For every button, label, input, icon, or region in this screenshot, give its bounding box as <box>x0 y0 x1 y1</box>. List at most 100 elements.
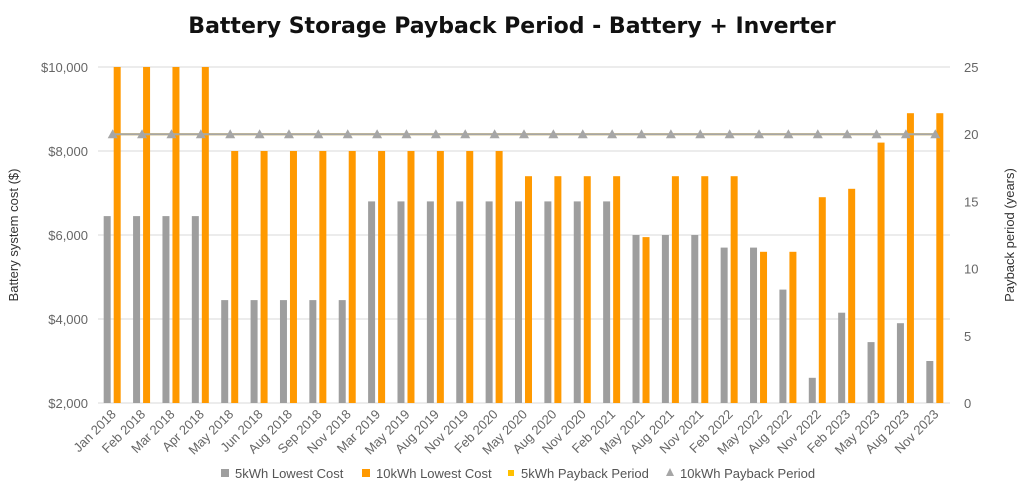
bar-10kwh <box>583 176 591 403</box>
bar-5kwh <box>426 201 434 403</box>
marker-10kwh-payback <box>254 129 265 139</box>
bar-10kwh <box>818 197 826 403</box>
marker-10kwh-payback <box>225 129 236 139</box>
bar-5kwh <box>162 216 170 403</box>
bar-10kwh <box>642 237 650 403</box>
marker-10kwh-payback <box>401 129 412 139</box>
marker-10kwh-payback <box>195 129 206 139</box>
bar-5kwh <box>368 201 376 403</box>
bar-10kwh <box>848 188 856 403</box>
y-tick-label: $2,000 <box>48 396 88 411</box>
bar-5kwh <box>896 323 904 403</box>
marker-10kwh-payback <box>695 129 706 139</box>
bar-10kwh <box>613 176 621 403</box>
marker-10kwh-payback <box>812 129 823 139</box>
bar-10kwh <box>260 151 268 403</box>
legend-label: 10kWh Payback Period <box>680 466 815 481</box>
bar-10kwh <box>143 67 151 403</box>
marker-10kwh-payback <box>665 129 676 139</box>
bar-10kwh <box>231 151 239 403</box>
marker-10kwh-payback <box>519 129 529 139</box>
bar-10kwh <box>789 251 797 403</box>
bar-10kwh <box>289 151 297 403</box>
bar-10kwh <box>319 151 327 403</box>
y2-axis-title: Payback period (years) <box>1002 168 1017 302</box>
bar-5kwh <box>191 216 199 403</box>
bar-10kwh <box>436 151 444 403</box>
bar-10kwh <box>495 151 503 403</box>
marker-10kwh-payback <box>489 129 500 139</box>
bar-5kwh <box>720 247 728 403</box>
legend-label: 10kWh Lowest Cost <box>376 466 492 481</box>
marker-10kwh-payback <box>107 129 118 139</box>
legend-label: 5kWh Lowest Cost <box>235 466 344 481</box>
legend-label: 5kWh Payback Period <box>521 466 649 481</box>
marker-10kwh-payback <box>607 129 618 139</box>
bar-10kwh <box>936 113 944 403</box>
bar-5kwh <box>338 300 346 403</box>
bar-10kwh <box>113 67 121 403</box>
bar-10kwh <box>172 67 180 403</box>
bar-5kwh <box>750 247 758 403</box>
marker-10kwh-payback <box>842 129 853 139</box>
y2-tick-label: 20 <box>964 127 978 142</box>
legend-swatch <box>362 469 370 477</box>
marker-10kwh-payback <box>871 129 882 139</box>
bar-5kwh <box>485 201 493 403</box>
bar-5kwh <box>603 201 611 403</box>
legend-swatch <box>508 470 514 476</box>
bar-10kwh <box>466 151 474 403</box>
marker-10kwh-payback <box>783 129 794 139</box>
marker-10kwh-payback <box>313 129 324 139</box>
marker-10kwh-payback <box>900 129 911 139</box>
legend-swatch <box>666 468 674 476</box>
marker-10kwh-payback <box>930 129 941 139</box>
bar-5kwh <box>515 201 522 403</box>
bar-10kwh <box>201 67 209 403</box>
bar-10kwh <box>378 151 386 403</box>
marker-10kwh-payback <box>460 129 471 139</box>
legend-swatch <box>221 469 229 477</box>
bar-5kwh <box>632 235 640 403</box>
bar-10kwh <box>730 176 738 403</box>
bar-5kwh <box>573 201 581 403</box>
y2-tick-label: 0 <box>964 396 971 411</box>
bar-10kwh <box>407 151 415 403</box>
bar-5kwh <box>544 201 552 403</box>
bar-10kwh <box>760 251 768 403</box>
y-tick-label: $4,000 <box>48 312 88 327</box>
bar-10kwh <box>906 113 914 403</box>
marker-10kwh-payback <box>166 129 177 139</box>
y-tick-label: $6,000 <box>48 228 88 243</box>
bar-10kwh <box>348 151 356 403</box>
y-tick-label: $8,000 <box>48 144 88 159</box>
marker-10kwh-payback <box>283 129 294 139</box>
bar-5kwh <box>867 342 875 403</box>
bar-5kwh <box>309 300 317 403</box>
bar-5kwh <box>250 300 258 403</box>
y2-tick-label: 10 <box>964 262 978 277</box>
bar-10kwh <box>525 176 532 403</box>
chart-title: Battery Storage Payback Period - Battery… <box>188 14 836 39</box>
bar-5kwh <box>808 377 816 403</box>
bar-5kwh <box>926 361 934 403</box>
bar-5kwh <box>221 300 229 403</box>
bar-5kwh <box>397 201 405 403</box>
y2-tick-label: 5 <box>964 329 971 344</box>
y2-tick-label: 15 <box>964 194 978 209</box>
y2-tick-label: 25 <box>964 60 978 75</box>
marker-10kwh-payback <box>430 129 441 139</box>
marker-10kwh-payback <box>636 129 647 139</box>
marker-10kwh-payback <box>754 129 765 139</box>
bar-5kwh <box>279 300 287 403</box>
marker-10kwh-payback <box>342 129 353 139</box>
bar-5kwh <box>456 201 464 403</box>
bar-10kwh <box>554 176 562 403</box>
bar-10kwh <box>671 176 679 403</box>
bar-5kwh <box>838 312 846 403</box>
bar-5kwh <box>133 216 141 403</box>
marker-10kwh-payback <box>137 129 148 139</box>
bar-5kwh <box>103 216 111 403</box>
